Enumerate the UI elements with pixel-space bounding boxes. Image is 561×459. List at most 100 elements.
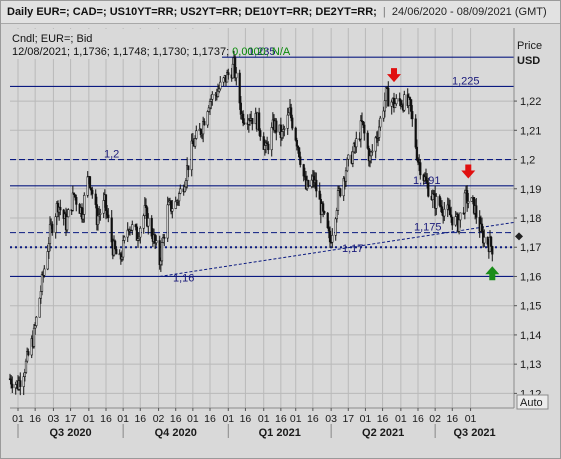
candle-body [207,107,210,112]
candle-body [206,111,209,126]
annotation-markers [387,68,500,281]
candle-body [263,145,266,150]
candle-body [438,196,441,206]
time-tick-label: 01 [290,413,302,425]
candle-body [335,210,338,220]
candle-body [458,219,461,232]
time-tick-label: 16 [134,413,146,425]
candle-body [398,98,401,102]
candle-body [351,151,354,164]
candle-body [74,194,77,198]
candle-body [410,99,413,112]
candle-body [383,100,386,112]
time-tick-label: 16 [446,413,458,425]
candle-body [403,94,406,111]
candle-body [259,130,262,137]
time-tick-label: 16 [100,413,112,425]
candle-body [435,196,438,209]
candle-body [490,236,493,247]
time-tick-label: 02 [429,413,441,425]
candle-body [54,216,57,233]
price-axis-ticks[interactable]: 1,121,131,141,151,161,171,181,191,21,211… [514,96,541,400]
time-tick-label: 01 [83,413,95,425]
candle-body [486,236,489,245]
auto-button[interactable] [516,394,549,410]
candle-body [287,112,290,116]
candle-body [366,132,369,149]
time-tick-label: 01 [12,413,24,425]
candle-body [295,139,298,147]
candle-body [299,156,302,165]
candle-body [298,147,301,158]
candle-body [104,194,108,211]
candle-body [307,180,310,187]
candle-body [326,212,329,229]
auto-button-label[interactable]: Auto [520,397,543,409]
quarter-label: Q1 2021 [259,427,301,439]
candle-body [75,197,78,205]
time-tick-label: 16 [170,413,182,425]
candle-body [106,210,109,216]
time-axis-ticks[interactable]: 01 16 03 17 01 16 01 16 02 16 01 16 01 16 01 16 01 16 03 17… [12,408,477,425]
candle-body [286,114,289,129]
level-label: 1,16 [173,272,194,284]
candle-body [371,150,374,153]
candle-body [416,158,420,163]
price-tick-label: 1,22 [520,96,541,108]
time-tick-label: 16 [412,413,424,425]
candle-body [114,240,117,250]
candle-body [408,97,412,100]
candle-body [122,240,125,258]
candle-body [427,182,430,197]
candle-body [183,186,186,192]
candle-body [283,128,286,130]
price-axis-currency: USD [517,55,540,67]
candle-body [102,200,105,214]
candle-body [67,209,70,218]
candle-body [454,216,457,226]
price-tick-label: 1,19 [520,184,541,196]
candle-body [239,102,242,115]
level-label: 1,175 [414,222,442,234]
candle-body [347,154,350,160]
candle-body [191,140,194,144]
candle-body [419,162,422,176]
time-tick-label: 01 [395,413,407,425]
candle-body [24,360,28,373]
candle-body [344,170,348,182]
candle-body [158,240,161,266]
candle-body [171,208,174,212]
candle-body [19,380,22,387]
candle-body [368,155,372,162]
level-label: 1,235 [248,46,276,58]
candle-body [86,176,89,196]
candle-body [443,208,446,217]
candle-body [110,217,113,243]
candle-body [450,214,453,218]
candle-body [387,87,390,107]
candle-body [147,217,150,227]
price-axis-title: Price [517,40,542,52]
candle-body [32,327,36,347]
candle-body [310,179,313,187]
candle-body [280,131,284,139]
time-tick-label: 16 [275,413,287,425]
candle-body [47,243,50,252]
candle-body [88,176,92,189]
candle-body [211,94,214,100]
candle-body [71,192,74,211]
candle-body [115,248,118,255]
candle-body [187,165,190,171]
instrument-list[interactable]: Daily EUR=; CAD=; US10YT=RR; US2YT=RR; D… [7,6,377,18]
level-label: 1,2 [104,149,119,161]
candle-body [448,208,452,216]
candle-body [382,110,385,119]
candle-body [139,227,142,238]
candle-body [355,138,358,148]
candle-body [322,203,325,212]
candle-body [160,242,164,262]
price-tick-label: 1,18 [520,213,541,225]
price-tick-label: 1,13 [520,359,541,371]
candle-body [231,63,234,79]
